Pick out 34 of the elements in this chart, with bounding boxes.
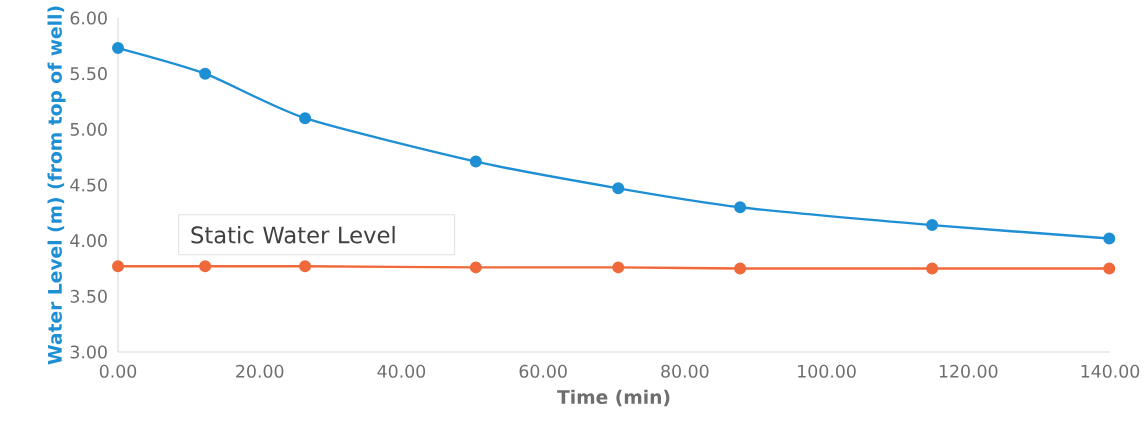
y-tick-label: 5.00 [70,122,107,136]
y-tick-label: 4.50 [70,178,107,192]
y-tick-label: 4.00 [70,234,107,248]
x-tick-label: 140.00 [1081,364,1140,378]
point [112,42,125,55]
x-tick-label: 100.00 [798,364,856,378]
point [734,201,747,214]
x-tick-label: 40.00 [377,364,426,378]
y-axis-title: Water Level (m) (from top of well) [47,6,66,365]
point [926,262,939,275]
x-tick-label: 60.00 [519,364,567,378]
point [926,219,939,232]
y-tick-label: 6.00 [70,11,107,25]
x-tick-label: 20.00 [236,364,284,378]
point [469,261,482,274]
x-axis-title: Time (min) [557,389,670,407]
point [1103,232,1116,245]
point [199,260,212,273]
point [1103,262,1116,275]
point [199,67,212,80]
x-tick-label: 80.00 [661,364,709,378]
x-tick-label: 120.00 [939,364,998,378]
point [612,182,625,195]
point [734,262,747,275]
annotation: Static Water Level [191,225,395,244]
point [112,260,125,273]
y-tick-label: 5.50 [70,67,107,81]
point [299,112,312,125]
x-tick-label: 0.00 [99,364,137,378]
y-tick-label: 3.00 [70,345,107,359]
point [299,260,312,273]
point [469,155,482,168]
y-tick-label: 3.50 [70,289,107,303]
point [612,261,625,274]
